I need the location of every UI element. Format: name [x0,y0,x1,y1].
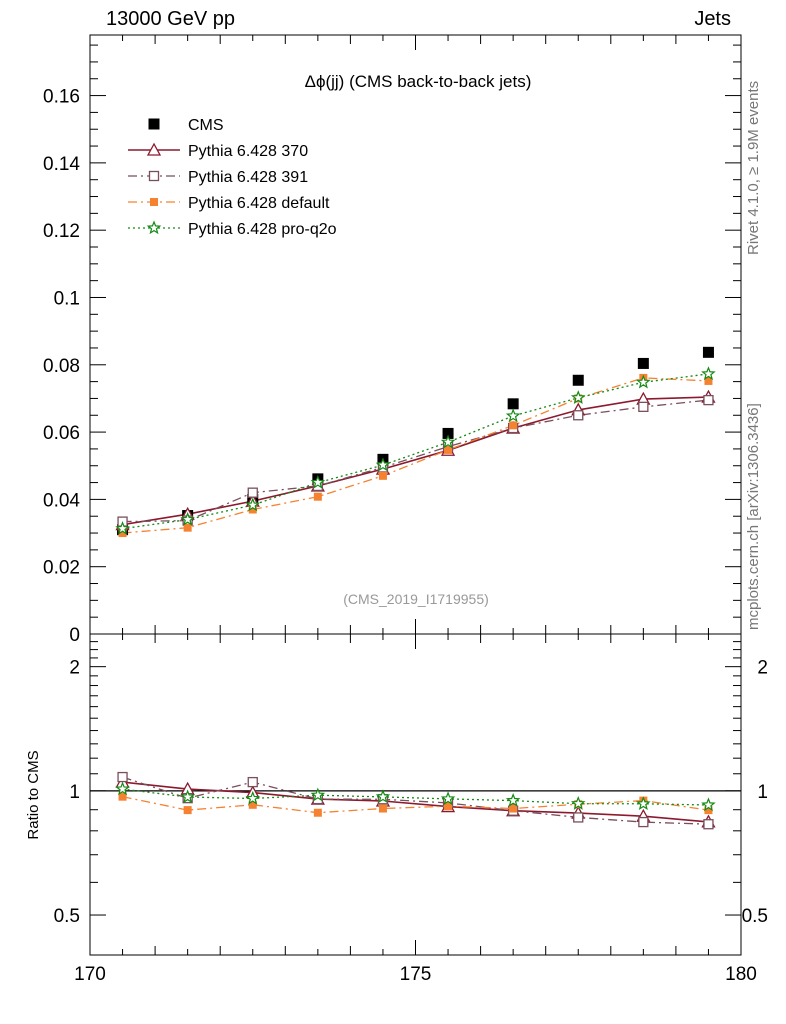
legend-marker-0 [148,118,160,130]
y-tick-label: 0.14 [43,154,80,175]
data-point-4 [440,434,456,449]
y-tick-label: 0.04 [43,490,80,511]
ratio-point-1 [247,776,258,788]
data-point-3 [704,376,713,385]
data-point-3 [118,529,127,538]
data-point-4 [636,374,651,389]
legend-label: Pythia 6.428 pro-q2o [188,221,337,238]
data-point-0 [572,374,584,386]
x-tick-label: 175 [400,964,432,985]
data-point-2 [573,410,584,421]
data-point-0 [442,427,454,439]
ratio-point-3 [636,796,651,811]
ratio-point-2 [444,802,453,811]
ratio-line-2 [122,796,709,814]
data-point-4 [245,497,261,512]
ratio-point-2 [704,806,713,815]
ratio-point-2 [509,804,518,813]
series-line-1 [122,396,709,526]
ratio-point-2 [313,808,322,817]
series-line-4 [122,373,709,530]
ratio-point-3 [701,797,716,812]
y-tick-label: 0.06 [43,423,80,444]
x-tick-label: 180 [725,964,757,985]
data-point-4 [701,366,716,381]
legend-label: Pythia 6.428 391 [188,169,308,186]
ratio-point-3 [440,791,456,806]
data-point-4 [115,521,130,535]
ratio-point-2 [248,800,257,809]
legend-marker-2 [148,170,160,182]
ratio-y-tick-label-left: 1 [69,782,80,803]
ratio-y-tick-label-right: 0.5 [742,906,768,927]
ratio-line-3 [122,788,709,806]
ratio-point-2 [183,806,192,815]
header-right-title: Jets [694,8,731,30]
ratio-point-2 [378,804,387,813]
data-point-3 [313,492,322,501]
ratio-point-3 [115,781,130,796]
ratio-point-3 [245,790,261,805]
data-point-0 [507,398,519,410]
series-line-3 [122,377,709,534]
ratio-point-3 [310,787,326,802]
analysis-watermark: (CMS_2019_I1719955) [343,591,489,607]
y-tick-label: 0.16 [43,87,80,108]
data-point-2 [247,487,258,498]
legend-label: Pythia 6.428 370 [188,143,308,160]
y-tick-label: 0 [69,625,80,646]
legend-label: Pythia 6.428 default [188,195,330,212]
data-point-3 [378,471,387,480]
data-point-0 [637,357,649,369]
ratio-y-tick-label-right: 2 [757,658,768,679]
ratio-point-3 [505,792,521,807]
data-point-3 [444,445,453,454]
ratio-point-3 [180,789,195,804]
ratio-line-1 [122,776,709,825]
data-point-4 [375,457,391,472]
legend-marker-1 [146,142,162,156]
ratio-point-1 [573,812,584,823]
data-point-3 [183,523,192,532]
series-line-2 [122,399,709,523]
legend-marker-4 [146,220,162,235]
chart-title: Δϕ(jj) (CMS back-to-back jets) [305,72,532,91]
ratio-y-axis-label: Ratio to CMS [25,750,42,839]
ratio-y-tick-label-left: 2 [69,658,80,679]
data-point-4 [505,408,521,423]
ratio-point-1 [703,819,714,830]
data-point-4 [570,390,586,404]
y-tick-label: 0.02 [43,558,80,579]
legend-label: CMS [188,117,224,134]
ratio-point-2 [118,792,127,801]
ratio-point-1 [638,816,649,828]
data-point-2 [638,401,649,413]
legend-marker-3 [150,198,158,206]
data-point-3 [248,505,257,514]
x-tick-label: 170 [74,964,106,985]
data-point-4 [180,511,195,526]
ratio-point-1 [117,771,128,783]
header-left-title: 13000 GeV pp [106,8,235,30]
y-tick-label: 0.12 [43,221,80,242]
data-point-3 [509,421,518,430]
ratio-point-3 [375,789,391,804]
y-tick-label: 0.1 [54,288,80,309]
ratio-line-0 [122,781,709,823]
y-tick-label: 0.08 [43,356,80,377]
data-point-2 [703,394,714,406]
ratio-point-3 [570,796,586,810]
data-point-4 [310,474,326,489]
data-point-0 [702,346,714,358]
ratio-y-tick-label-left: 0.5 [54,906,80,927]
ratio-y-tick-label-right: 1 [757,782,768,803]
